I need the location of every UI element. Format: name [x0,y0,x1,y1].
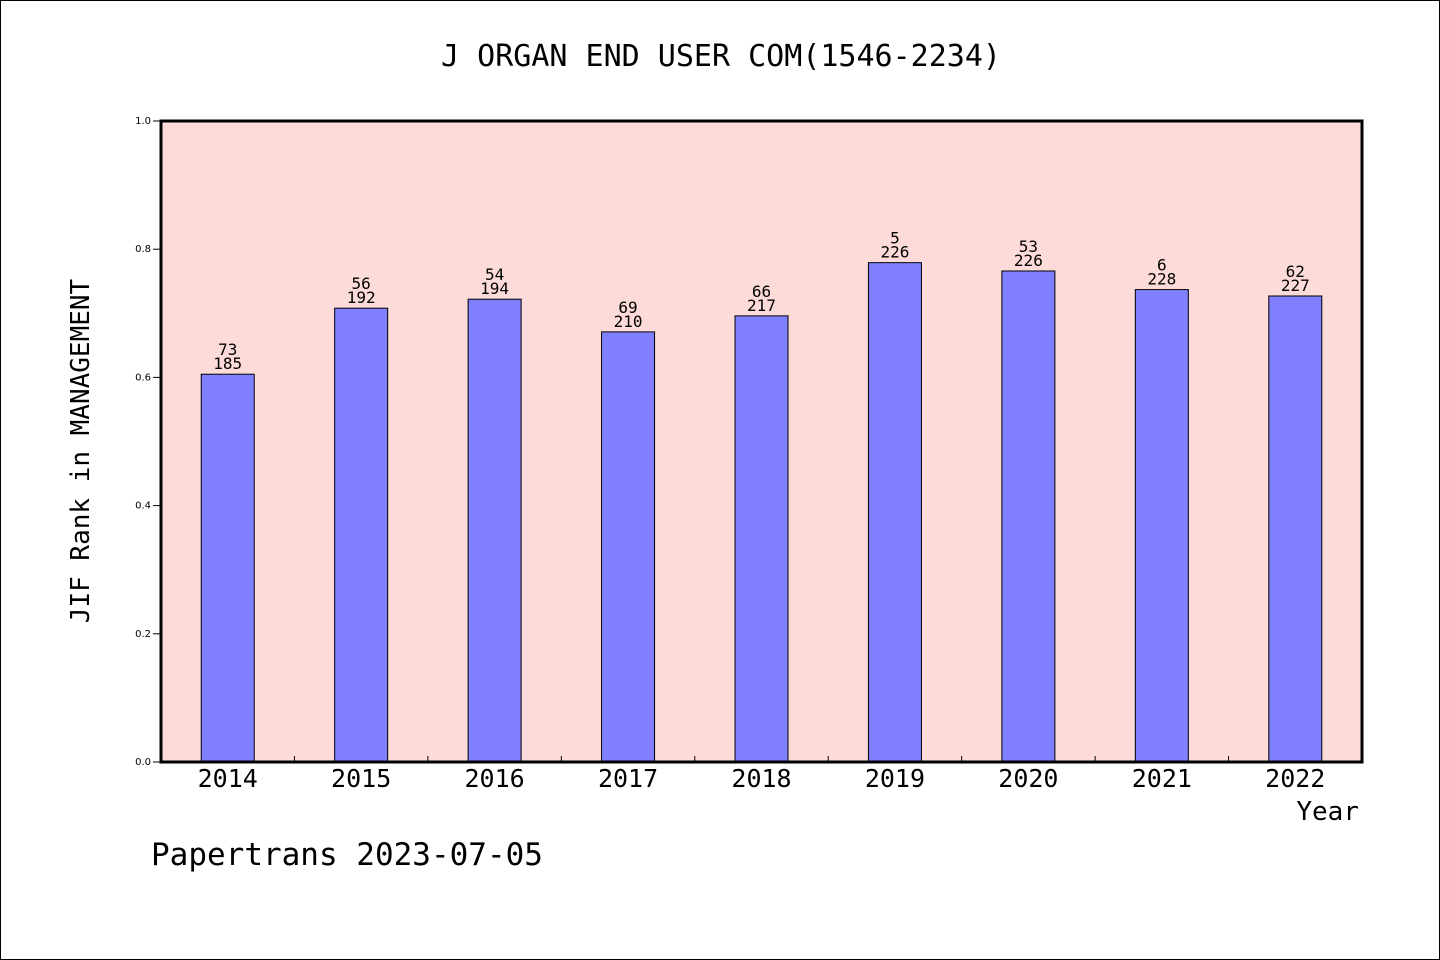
y-tick-label: 0.2 [135,629,151,640]
bar-rank-label: 73 [218,340,237,359]
bar-rank-label: 5 [890,229,900,248]
bar-rank-label: 6 [1157,256,1167,275]
x-tick-label: 2018 [731,764,791,793]
x-tick-label: 2016 [465,764,525,793]
x-tick-label: 2020 [998,764,1058,793]
bar [1268,295,1323,763]
x-tick-label: 2019 [865,764,925,793]
y-tick-label: 0.4 [135,501,151,512]
bar-rank-label: 69 [618,298,637,317]
bar-rank-label: 62 [1286,262,1305,281]
bar-rank-label: 66 [752,282,771,301]
bar-total-label: 226 [880,243,909,262]
bar-total-label: 227 [1281,276,1310,295]
bar-total-label: 192 [347,288,376,307]
bar [200,373,255,763]
chart-title: J ORGAN END USER COM(1546-2234) [441,39,1001,74]
bar [467,298,522,763]
bar-rank-label: 54 [485,265,504,284]
bar [601,331,656,763]
bar [867,262,922,763]
bar-total-label: 185 [213,354,242,373]
bar-total-label: 226 [1014,251,1043,270]
x-tick-label: 2014 [198,764,258,793]
x-tick-label: 2021 [1132,764,1192,793]
bar [1134,289,1189,763]
bar-total-label: 194 [480,279,509,298]
y-tick-label: 1.0 [135,116,151,127]
bar-rank-label: 53 [1019,237,1038,256]
x-tick-label: 2022 [1265,764,1325,793]
x-axis-label: Year [1296,797,1359,827]
x-tick-label: 2017 [598,764,658,793]
footer-credit: Papertrans 2023-07-05 [151,837,543,873]
bar-total-label: 228 [1147,270,1176,289]
bar-rank-label: 56 [352,274,371,293]
y-tick-label: 0.8 [135,244,151,255]
y-tick-label: 0.0 [135,757,151,768]
bar [1001,270,1056,763]
bar [334,307,389,763]
bar [734,315,789,763]
y-tick-label: 0.6 [135,372,151,383]
plot-border [159,119,1364,764]
x-tick-label: 2015 [331,764,391,793]
bar-total-label: 217 [747,296,776,315]
bar-total-label: 210 [614,312,643,331]
